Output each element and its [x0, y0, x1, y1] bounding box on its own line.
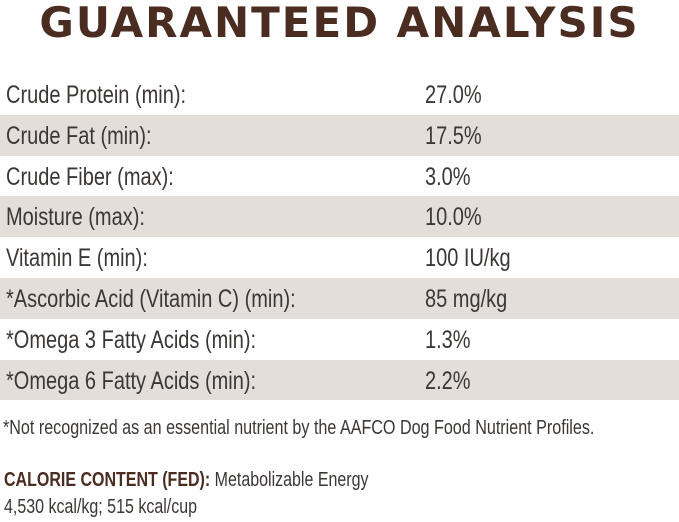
row-value: 3.0%: [425, 162, 471, 191]
row-label: Crude Fat (min):: [6, 121, 152, 150]
row-label: Crude Protein (min):: [6, 81, 187, 109]
table-row: *Ascorbic Acid (Vitamin C) (min): 85 mg/k…: [0, 277, 679, 319]
row-value: 1.3%: [425, 325, 471, 354]
row-label: Vitamin E (min):: [6, 244, 148, 273]
row-value: 85 mg/kg: [425, 284, 508, 313]
row-value: 17.5%: [425, 121, 482, 150]
analysis-table: Crude Protein (min): 27.0% Crude Fat (min…: [0, 74, 679, 401]
calorie-heading: CALORIE CONTENT (FED):: [4, 469, 211, 491]
row-label: Crude Fiber (max):: [6, 162, 174, 191]
row-value: 2.2%: [425, 366, 471, 395]
row-value: 10.0%: [425, 203, 482, 232]
page-title: GUARANTEED ANALYSIS: [39, 0, 640, 47]
calorie-content: CALORIE CONTENT (FED): Metabolizable Ene…: [4, 467, 369, 521]
table-row: Crude Protein (min): 27.0%: [0, 74, 679, 115]
table-row: *Omega 3 Fatty Acids (min): 1.3%: [0, 319, 679, 360]
table-row: *Omega 6 Fatty Acids (min): 2.2%: [0, 359, 679, 401]
table-row: Crude Fat (min): 17.5%: [0, 114, 679, 156]
table-row: Moisture (max): 10.0%: [0, 196, 679, 238]
row-label: *Omega 3 Fatty Acids (min):: [6, 325, 257, 354]
table-row: Crude Fiber (max): 3.0%: [0, 156, 679, 197]
row-label: Moisture (max):: [6, 203, 145, 232]
row-value: 27.0%: [425, 81, 482, 109]
row-label: *Ascorbic Acid (Vitamin C) (min):: [6, 284, 296, 313]
calorie-line1: Metabolizable Energy: [214, 469, 369, 491]
row-label: *Omega 6 Fatty Acids (min):: [6, 366, 257, 395]
calorie-line2: 4,530 kcal/kg; 515 kcal/cup: [4, 496, 198, 518]
table-row: Vitamin E (min): 100 IU/kg: [0, 237, 679, 278]
row-value: 100 IU/kg: [425, 244, 511, 273]
footnote: *Not recognized as an essential nutrient…: [3, 417, 595, 439]
